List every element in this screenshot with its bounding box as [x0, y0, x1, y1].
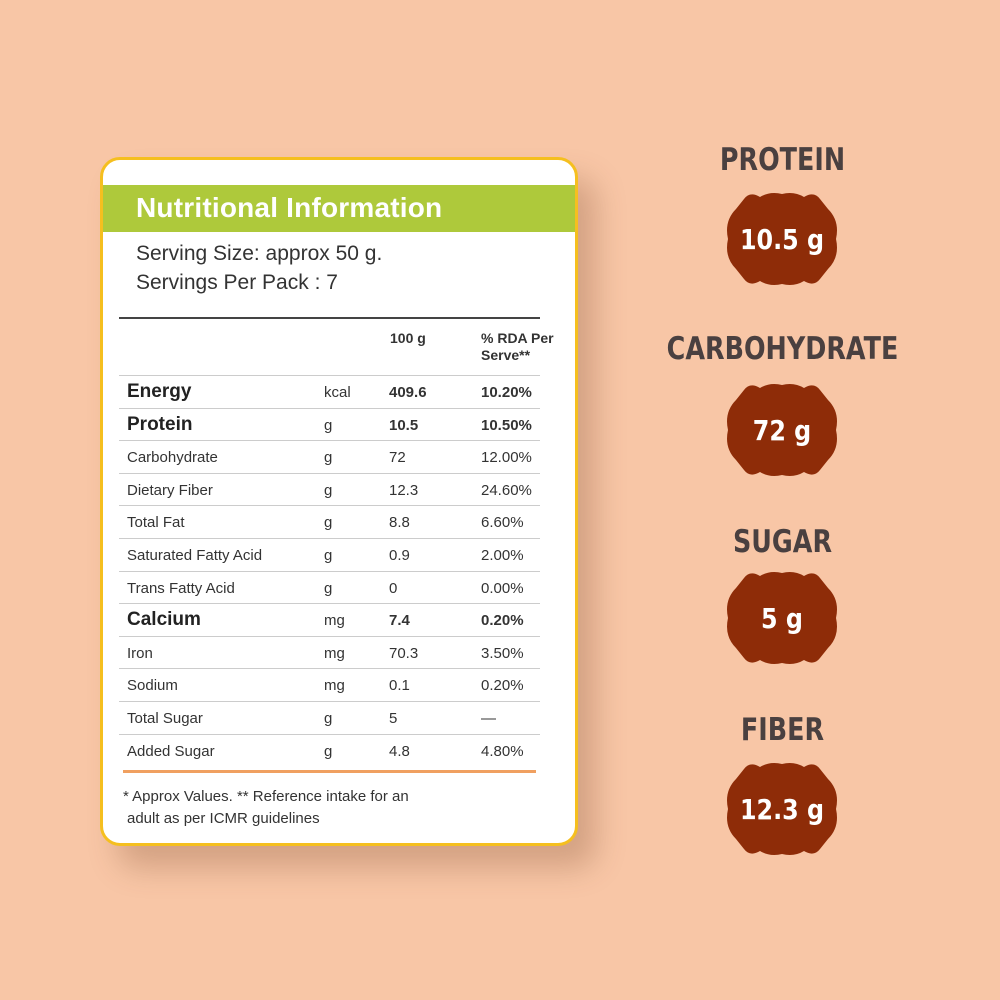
nutrient-rda: 24.60% — [481, 481, 532, 499]
nutrition-table: Energy kcal 409.6 10.20% Protein g 10.5 … — [119, 375, 540, 766]
fiber-value: 12.3 g — [739, 792, 825, 826]
nutrient-value: 8.8 — [389, 514, 410, 532]
nutrition-card: Nutritional Information Serving Size: ap… — [100, 157, 578, 846]
nutrient-unit: g — [324, 514, 333, 532]
table-row: Trans Fatty Acid g 0 0.00% — [119, 570, 540, 604]
table-row: Carbohydrate g 72 12.00% — [119, 440, 540, 473]
footnote: * Approx Values. ** Reference intake for… — [123, 786, 503, 830]
nutrient-value: 7.4 — [389, 612, 410, 630]
nutrient-rda: 10.20% — [481, 384, 532, 401]
nutrient-name: Sodium — [127, 677, 178, 695]
footnote-line-1: * Approx Values. ** Reference intake for… — [123, 788, 409, 805]
nutrient-name: Protein — [127, 413, 193, 435]
badge-shape-icon — [727, 193, 837, 285]
nutrient-unit: g — [324, 416, 333, 434]
nutrient-name: Carbohydrate — [127, 449, 218, 467]
nutrient-name: Saturated Fatty Acid — [127, 546, 263, 564]
sugar-value: 5 g — [761, 601, 803, 635]
nutrient-unit: g — [324, 742, 333, 760]
nutrient-rda: 6.60% — [481, 514, 524, 532]
nutrient-rda: 10.50% — [481, 416, 532, 434]
nutrient-rda: 3.50% — [481, 644, 524, 662]
nutrient-name: Total Fat — [127, 514, 185, 532]
footnote-line-2: adult as per ICMR guidelines — [127, 810, 320, 827]
nutrient-name: Added Sugar — [127, 742, 215, 760]
nutrient-unit: mg — [324, 612, 345, 630]
nutrient-unit: mg — [324, 677, 345, 695]
nutrient-name: Calcium — [127, 609, 201, 631]
nutrient-rda: — — [481, 709, 496, 727]
table-row: Iron mg 70.3 3.50% — [119, 635, 540, 669]
nutrient-rda: 4.80% — [481, 742, 524, 760]
nutrient-name: Total Sugar — [127, 709, 203, 727]
servings-per-pack: Servings Per Pack : 7 — [136, 271, 338, 294]
serving-size: Serving Size: approx 50 g. — [136, 242, 383, 265]
card-header: Nutritional Information — [103, 185, 575, 232]
carbohydrate-badge: 72 g — [720, 382, 844, 478]
table-row: Sodium mg 0.1 0.20% — [119, 668, 540, 701]
badge-shape-icon — [727, 384, 837, 476]
carbohydrate-label: CARBOHYDRATE — [666, 331, 899, 367]
nutrient-value: 10.5 — [389, 416, 419, 434]
fiber-badge: 12.3 g — [720, 761, 844, 857]
nutrient-unit: g — [324, 449, 333, 467]
nutrient-value: 0.9 — [389, 546, 410, 564]
nutrient-rda: 2.00% — [481, 546, 524, 564]
nutrient-value: 5 — [389, 709, 398, 727]
protein-label: PROTEIN — [719, 142, 846, 178]
nutrient-value: 0.1 — [389, 677, 410, 695]
nutrient-unit: kcal — [324, 384, 351, 401]
nutrient-rda: 0.00% — [481, 579, 524, 597]
nutrient-unit: mg — [324, 644, 345, 662]
nutrient-name: Trans Fatty Acid — [127, 579, 235, 597]
table-bottom-rule — [123, 770, 536, 773]
sugar-label: SUGAR — [732, 524, 833, 560]
nutrient-value: 72 — [389, 449, 406, 467]
nutrient-name: Iron — [127, 644, 153, 662]
column-header-100g: 100 g — [390, 330, 426, 346]
fiber-label: FIBER — [740, 712, 825, 748]
nutrient-value: 12.3 — [389, 481, 419, 499]
card-title: Nutritional Information — [136, 192, 443, 223]
column-header-rda: % RDA Per Serve** — [481, 330, 554, 363]
protein-badge: 10.5 g — [720, 191, 844, 287]
table-row: Total Fat g 8.8 6.60% — [119, 505, 540, 538]
table-row: Calcium mg 7.4 0.20% — [119, 603, 540, 636]
table-top-rule — [119, 317, 540, 319]
nutrient-unit: g — [324, 709, 333, 727]
nutrient-value: 409.6 — [389, 384, 427, 401]
carbohydrate-value: 72 g — [752, 413, 812, 447]
nutrient-unit: g — [324, 546, 333, 564]
nutrient-unit: g — [324, 481, 333, 499]
sugar-badge: 5 g — [720, 570, 844, 666]
badge-shape-icon — [727, 763, 837, 855]
nutrient-rda: 0.20% — [481, 612, 524, 630]
nutrient-name: Energy — [127, 381, 192, 402]
table-row: Total Sugar g 5 — — [119, 700, 540, 734]
table-row: Saturated Fatty Acid g 0.9 2.00% — [119, 537, 540, 571]
table-row: Energy kcal 409.6 10.20% — [119, 375, 540, 408]
nutrient-value: 4.8 — [389, 742, 410, 760]
nutrient-value: 70.3 — [389, 644, 419, 662]
nutrient-value: 0 — [389, 579, 398, 597]
nutrient-rda: 12.00% — [481, 449, 532, 467]
badge-shape-icon — [727, 572, 837, 664]
protein-value: 10.5 g — [739, 222, 825, 256]
table-row: Dietary Fiber g 12.3 24.60% — [119, 472, 540, 506]
nutrient-rda: 0.20% — [481, 677, 524, 695]
nutrient-name: Dietary Fiber — [127, 481, 213, 499]
nutrient-unit: g — [324, 579, 333, 597]
table-row: Protein g 10.5 10.50% — [119, 407, 540, 441]
table-row: Added Sugar g 4.8 4.80% — [119, 733, 540, 767]
